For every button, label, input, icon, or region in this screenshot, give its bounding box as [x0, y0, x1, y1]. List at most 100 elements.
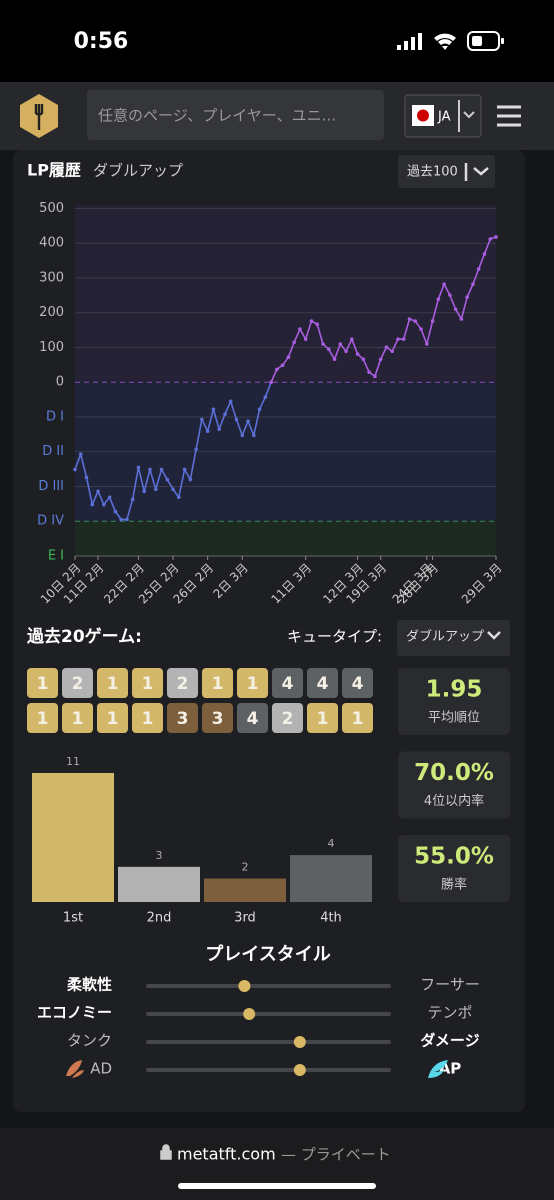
- lp-segment: [270, 369, 278, 383]
- stat-box: [398, 668, 510, 735]
- lp-point: [73, 467, 77, 472]
- lp-segment: [74, 453, 82, 470]
- lp-segment: [316, 323, 324, 345]
- placement-tile: [237, 668, 268, 698]
- lp-point: [338, 342, 343, 346]
- lp-point: [113, 509, 118, 514]
- lp-segment: [264, 381, 272, 398]
- lp-segment: [362, 358, 370, 373]
- lp-point: [488, 237, 493, 241]
- lp-point: [309, 319, 314, 323]
- placement-tile: [342, 668, 373, 698]
- lp-point: [396, 337, 400, 341]
- lp-point: [182, 467, 187, 472]
- lp-point: [165, 477, 170, 482]
- stat-box: [398, 835, 510, 902]
- lp-point: [459, 317, 464, 321]
- bar: [32, 773, 114, 902]
- lp-point: [200, 417, 204, 422]
- lp-point: [373, 374, 377, 379]
- range-caret: [464, 163, 489, 181]
- lp-segment: [466, 283, 474, 298]
- lp-point: [315, 322, 320, 327]
- placement-number: 2: [72, 674, 84, 694]
- lp-segment: [108, 496, 117, 512]
- lp-point: [269, 380, 273, 385]
- lp-segment: [420, 328, 428, 345]
- placement-number: 4: [352, 674, 364, 694]
- lp-segment: [293, 328, 301, 343]
- lp-segment: [143, 469, 151, 492]
- lp-segment: [149, 469, 157, 490]
- placement-number: 1: [142, 674, 154, 694]
- lp-point: [303, 337, 308, 341]
- bar-category: 4th: [320, 911, 342, 926]
- y-tick-label: E I: [48, 549, 64, 564]
- ad-icon: [66, 1060, 84, 1078]
- lp-point: [119, 517, 123, 522]
- lp-point: [188, 477, 193, 482]
- y-tick-label: D III: [38, 479, 64, 494]
- lp-segment: [91, 491, 99, 505]
- placement-tile: [167, 703, 198, 733]
- lp-point: [378, 357, 383, 362]
- lp-point: [194, 447, 198, 452]
- lp-segment: [472, 268, 480, 285]
- placement-number: 3: [212, 709, 224, 729]
- lp-point: [205, 429, 210, 434]
- lp-segment: [258, 396, 267, 410]
- lp-point: [407, 317, 412, 321]
- queue-caret: [487, 631, 501, 640]
- browser-bar: [0, 1128, 554, 1200]
- queue-select[interactable]: [397, 620, 510, 656]
- lp-point: [171, 487, 175, 492]
- placement-number: 1: [212, 674, 224, 694]
- lp-point: [148, 467, 152, 472]
- y-tick-label: D II: [42, 444, 64, 459]
- lp-segment: [189, 449, 197, 480]
- y-tick-label: 300: [39, 270, 64, 285]
- lp-point: [476, 267, 481, 271]
- lp-segment: [426, 320, 434, 345]
- placement-tile: [132, 703, 163, 733]
- placement-tile: [167, 668, 198, 698]
- lp-segment: [201, 419, 209, 432]
- lp-segment: [449, 294, 457, 310]
- lp-point: [482, 252, 487, 256]
- lp-segment: [443, 283, 451, 296]
- lp-segment: [252, 409, 261, 436]
- stat-value: 55.0%: [414, 844, 494, 870]
- lp-segment: [333, 343, 342, 360]
- lp-point: [298, 327, 302, 331]
- lp-segment: [379, 346, 388, 360]
- bar-value: 11: [66, 755, 80, 768]
- range-value: 過去100: [407, 165, 458, 180]
- lp-segment: [212, 409, 220, 430]
- status-icons: [397, 31, 504, 51]
- lp-point: [384, 345, 389, 349]
- menu-button[interactable]: [497, 105, 521, 127]
- lp-segment: [241, 420, 249, 436]
- placement-tile: [342, 703, 373, 733]
- bar-value: 2: [242, 861, 249, 874]
- slider-dot: [238, 980, 251, 992]
- lp-segment: [287, 341, 295, 358]
- playstyle-title: プレイスタイル: [205, 943, 330, 965]
- search-box[interactable]: [87, 90, 384, 140]
- lp-point: [430, 319, 435, 323]
- lp-segment: [160, 469, 168, 480]
- lp-segment: [85, 477, 94, 505]
- placement-number: 3: [177, 709, 189, 729]
- lp-subtitle: ダブルアップ: [93, 162, 183, 180]
- placement-number: 4: [317, 674, 329, 694]
- stat-value: 1.95: [426, 677, 483, 703]
- lp-segment: [79, 453, 88, 478]
- range-select[interactable]: [398, 155, 495, 188]
- stat-value: 70.0%: [414, 760, 494, 786]
- lp-point: [159, 467, 164, 472]
- placement-tile: [62, 703, 93, 733]
- bar-category: 3rd: [234, 911, 256, 926]
- home-indicator: [178, 1183, 376, 1189]
- y-tick-label: D I: [46, 409, 64, 424]
